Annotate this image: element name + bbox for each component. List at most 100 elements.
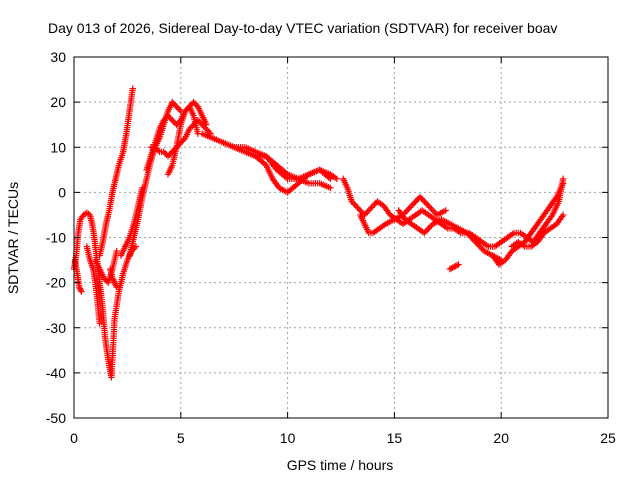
series-track-e — [96, 85, 136, 259]
data-point — [304, 172, 311, 179]
x-tick-label: 0 — [70, 430, 78, 446]
data-point — [325, 174, 332, 181]
series-track-n — [252, 153, 334, 196]
data-point — [176, 106, 183, 113]
data-point — [449, 264, 456, 271]
data-point — [368, 204, 375, 211]
data-point — [423, 201, 431, 208]
data-point — [180, 136, 187, 143]
data-point — [451, 263, 458, 271]
data-point — [96, 320, 103, 327]
data-point — [351, 201, 358, 208]
data-point — [455, 261, 462, 268]
data-point — [559, 211, 567, 219]
data-point — [187, 124, 194, 131]
data-point — [201, 124, 209, 131]
data-point — [327, 184, 334, 192]
data-point — [478, 244, 485, 252]
data-point — [419, 196, 427, 204]
data-point — [200, 122, 207, 130]
data-point — [476, 243, 484, 250]
data-point — [422, 228, 429, 235]
data-point — [132, 243, 140, 250]
y-tick-label: 30 — [50, 49, 66, 65]
grid-lines — [74, 57, 608, 418]
data-point — [102, 276, 109, 283]
x-axis-label: GPS time / hours — [287, 457, 394, 473]
series-track-r — [446, 261, 462, 273]
data-point — [261, 160, 268, 168]
data-point — [160, 148, 167, 155]
data-point — [282, 174, 290, 181]
data-point — [426, 223, 434, 231]
x-tick-label: 20 — [493, 430, 509, 446]
data-point — [552, 195, 559, 202]
data-point — [453, 262, 461, 269]
data-point — [431, 208, 438, 216]
data-point — [349, 199, 357, 207]
data-point — [76, 283, 83, 291]
data-point — [366, 205, 374, 213]
series-track-b — [71, 256, 85, 295]
x-tick-label: 5 — [177, 430, 185, 446]
data-point — [166, 113, 173, 121]
data-point — [161, 150, 169, 157]
y-tick-label: 10 — [50, 139, 66, 155]
data-point — [78, 288, 85, 295]
data-series — [70, 85, 567, 381]
series-track-k — [164, 103, 202, 178]
data-point — [191, 100, 199, 107]
data-point — [154, 147, 162, 154]
data-point — [364, 208, 371, 216]
series-track-c — [83, 243, 103, 327]
data-point — [173, 103, 180, 110]
data-point — [76, 285, 84, 292]
data-point — [169, 116, 176, 124]
data-point — [448, 265, 455, 272]
y-tick-label: -50 — [46, 410, 66, 426]
data-point — [167, 115, 175, 122]
data-point — [406, 204, 414, 211]
data-point — [164, 112, 172, 119]
data-point — [452, 262, 459, 270]
data-point — [100, 274, 108, 282]
data-point — [558, 213, 566, 220]
data-point — [405, 205, 412, 213]
data-point — [113, 283, 120, 291]
data-point — [409, 201, 417, 208]
data-point — [164, 153, 172, 160]
data-point — [348, 198, 355, 205]
data-point — [362, 210, 370, 217]
data-point — [169, 98, 176, 106]
series-track-q — [395, 207, 505, 264]
y-tick-label: 0 — [58, 184, 66, 200]
data-point — [170, 118, 177, 125]
data-point — [412, 198, 419, 205]
data-point — [77, 286, 84, 294]
data-point — [442, 207, 449, 214]
data-point — [402, 208, 409, 216]
data-point — [327, 175, 334, 183]
data-point — [355, 205, 362, 213]
data-point — [404, 207, 411, 214]
data-point — [421, 229, 428, 237]
data-point — [110, 277, 118, 285]
data-point — [365, 207, 372, 214]
data-point — [426, 204, 434, 211]
data-point — [418, 195, 425, 202]
data-point — [354, 204, 361, 211]
y-tick-label: -20 — [46, 275, 66, 291]
data-point — [109, 274, 116, 282]
data-point — [129, 85, 136, 92]
data-point — [174, 104, 182, 112]
data-point — [425, 225, 432, 232]
data-point — [371, 201, 378, 208]
data-point — [425, 202, 432, 210]
data-point — [171, 101, 179, 109]
data-point — [421, 198, 428, 205]
data-point — [153, 145, 160, 152]
data-point — [113, 247, 120, 255]
x-tick-label: 15 — [387, 430, 403, 446]
data-point — [151, 144, 159, 151]
x-tick-label: 10 — [280, 430, 296, 446]
